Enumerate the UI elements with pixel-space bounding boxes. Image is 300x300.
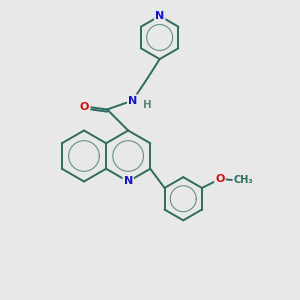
- Text: O: O: [215, 174, 225, 184]
- Text: N: N: [128, 95, 137, 106]
- Text: N: N: [155, 11, 164, 21]
- Text: CH₃: CH₃: [233, 176, 253, 185]
- Text: O: O: [80, 101, 89, 112]
- Text: N: N: [124, 176, 133, 187]
- Text: H: H: [143, 100, 152, 110]
